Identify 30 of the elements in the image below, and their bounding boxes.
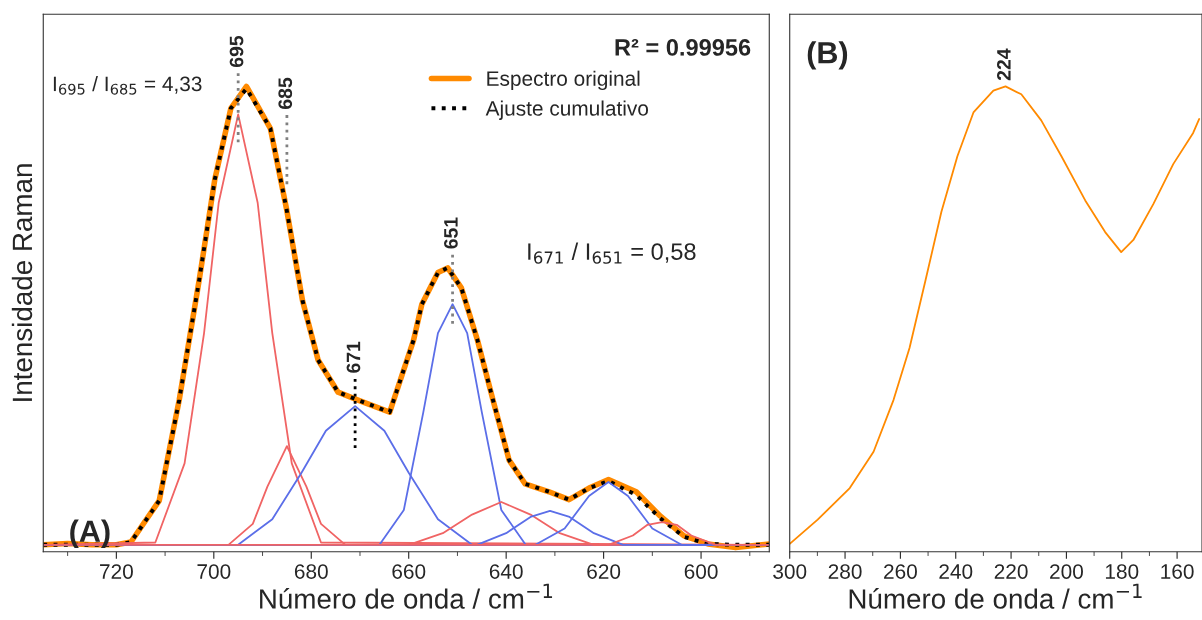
legend-label: Ajuste cumulativo — [485, 100, 649, 120]
x-tick-label: 660 — [392, 564, 426, 579]
text: (B) — [807, 41, 848, 70]
x-tick-label: 700 — [197, 564, 231, 579]
ref-line-label: 651 — [444, 217, 458, 249]
annotation: (A) — [70, 519, 110, 549]
x-tick-label: 280 — [828, 564, 862, 579]
legend-label: Espectro original — [487, 70, 640, 91]
x-tick-label: 680 — [294, 564, 328, 579]
x-tick-label: 640 — [489, 564, 523, 579]
text: R² = 0.99956 — [615, 39, 751, 56]
x-tick-label: 720 — [100, 564, 133, 579]
y-axis-title: Intensidade Raman — [11, 164, 33, 401]
x-tick-label: 260 — [884, 564, 917, 579]
x-axis-title: Número de onda / cm$^{−1}$ — [849, 583, 1142, 609]
x-tick-label: 300 — [773, 564, 807, 579]
ref-line-label: 685 — [278, 77, 293, 109]
x-tick-label: 620 — [587, 564, 621, 579]
x-tick-label: 600 — [684, 564, 718, 579]
x-tick-label: 240 — [939, 564, 973, 579]
x-tick-label: 160 — [1161, 564, 1194, 579]
ref-line-label: 671 — [346, 341, 361, 373]
annotation: 224 — [996, 48, 1011, 81]
x-axis-title: Número de onda / cm$^{−1}$ — [260, 583, 553, 609]
annotation: I$_{671}$ / I$_{651}$ = 0,58 — [528, 242, 696, 264]
x-tick-label: 180 — [1105, 564, 1139, 579]
x-tick-label: 220 — [994, 564, 1028, 579]
annotation: I$_{695}$ / I$_{685}$ = 4,33 — [53, 75, 202, 95]
ref-line-label: 695 — [229, 35, 244, 68]
x-tick-label: 200 — [1050, 564, 1083, 579]
